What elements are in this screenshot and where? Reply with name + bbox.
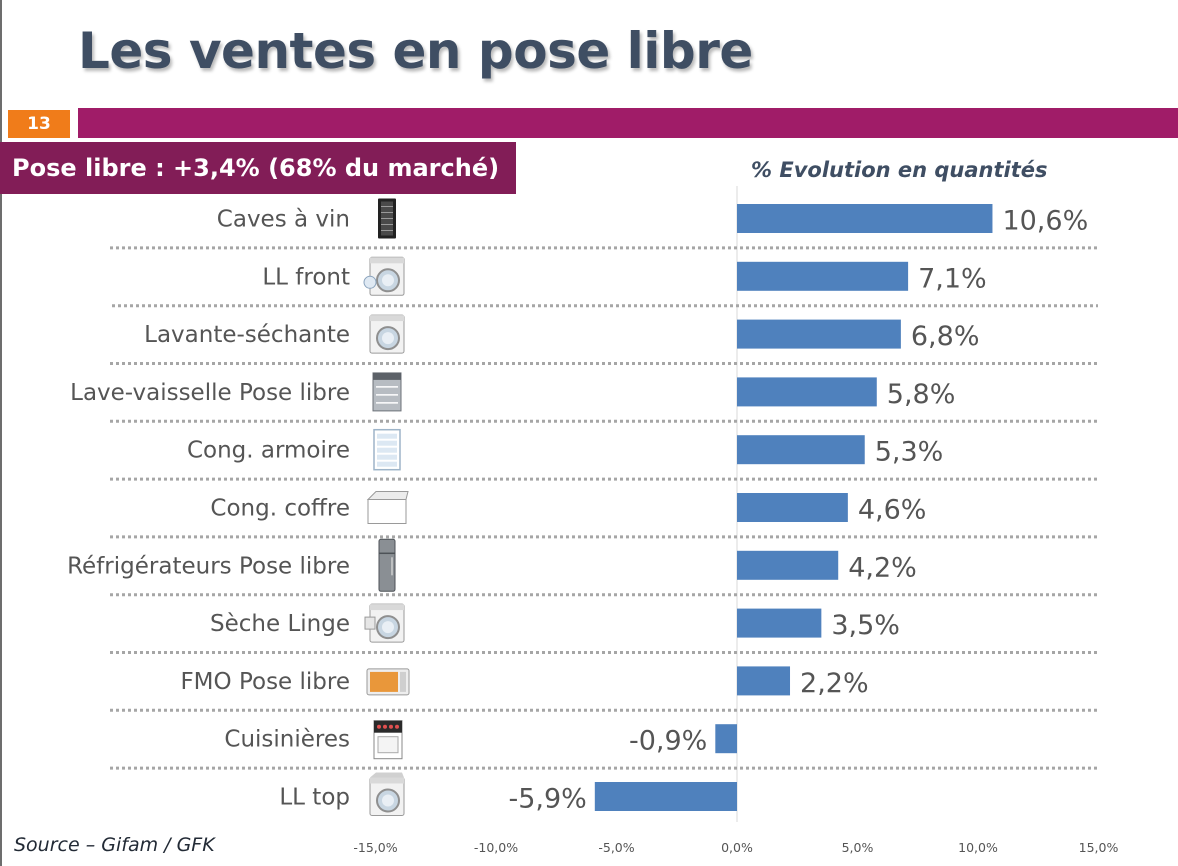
- x-tick-label: 5,0%: [842, 840, 874, 855]
- data-label: 3,5%: [831, 610, 900, 641]
- data-label: -5,9%: [508, 784, 586, 815]
- category-label: Lave-vaisselle Pose libre: [70, 380, 350, 406]
- data-label: 6,8%: [911, 321, 980, 352]
- category-label: FMO Pose libre: [180, 669, 350, 695]
- category-label: Cong. coffre: [210, 496, 350, 522]
- data-label: 7,1%: [918, 263, 987, 294]
- section-headline: Pose libre : +3,4% (68% du marché): [0, 142, 516, 194]
- category-label: Cong. armoire: [187, 438, 350, 464]
- left-edge-rule: [0, 0, 2, 866]
- data-label: 5,3%: [875, 437, 944, 468]
- data-label: 2,2%: [800, 668, 869, 699]
- bar: [715, 724, 737, 754]
- category-label: Cuisinières: [224, 727, 350, 753]
- bar: [737, 435, 865, 465]
- bar: [737, 204, 993, 233]
- category-label: LL front: [262, 264, 350, 290]
- bar: [737, 319, 901, 349]
- chest-freezer-icon: [366, 491, 409, 524]
- category-label: Lavante-séchante: [144, 322, 350, 348]
- x-tick-label: -5,0%: [598, 840, 634, 855]
- bar: [737, 550, 839, 580]
- microwave-icon: [366, 668, 410, 696]
- data-label: 4,6%: [858, 495, 927, 526]
- source-note: Source – Gifam / GFK: [14, 834, 215, 856]
- data-label: -0,9%: [629, 726, 707, 757]
- refrigerator-icon: [378, 538, 396, 592]
- slide-number-badge: 13: [8, 110, 70, 138]
- x-tick-label: -15,0%: [353, 840, 397, 855]
- bar: [737, 377, 877, 407]
- category-label: Caves à vin: [217, 207, 350, 233]
- bar: [737, 666, 791, 696]
- data-label: 4,2%: [848, 552, 917, 583]
- chart-subtitle: % Evolution en quantités: [751, 158, 1048, 182]
- wine-cellar-icon: [378, 198, 396, 239]
- category-label: LL top: [279, 785, 350, 811]
- x-tick-label: 10,0%: [958, 840, 998, 855]
- bar: [594, 782, 737, 811]
- x-tick-label: 0,0%: [721, 840, 753, 855]
- category-label: Sèche Linge: [210, 611, 350, 637]
- data-label: 10,6%: [1002, 206, 1088, 237]
- upright-freezer-icon: [373, 428, 401, 471]
- washer-dryer-icon: [369, 314, 405, 354]
- title-band: [78, 108, 1178, 138]
- bar: [737, 493, 848, 522]
- cooker-icon: [373, 720, 403, 760]
- page-title: Les ventes en pose libre: [78, 22, 753, 80]
- bar: [737, 608, 822, 638]
- x-tick-label: -10,0%: [474, 840, 518, 855]
- data-label: 5,8%: [887, 379, 956, 410]
- tumble-dryer-icon: [364, 603, 405, 643]
- category-label: Réfrigérateurs Pose libre: [67, 553, 350, 579]
- top-loader-washer-icon: [369, 772, 405, 816]
- x-tick-label: 15,0%: [1079, 840, 1119, 855]
- front-loader-washer-icon: [363, 256, 405, 296]
- bar: [737, 261, 909, 291]
- dishwasher-icon: [372, 372, 402, 412]
